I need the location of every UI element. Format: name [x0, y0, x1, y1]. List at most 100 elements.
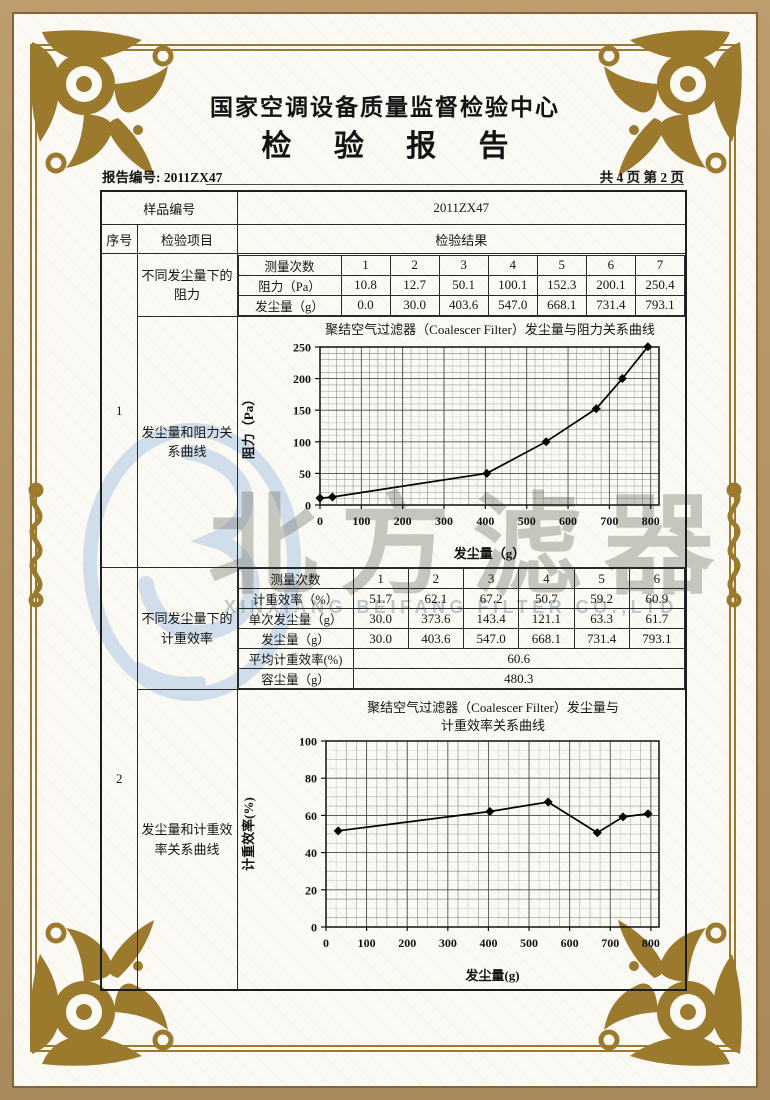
svg-text:0: 0 — [311, 920, 317, 934]
value-cell: 200.1 — [585, 274, 636, 296]
value-cell: 100.1 — [487, 274, 538, 296]
value-cell: 4 — [487, 254, 538, 276]
value-cell: 67.2 — [463, 588, 520, 609]
value-cell: 4 — [518, 568, 575, 589]
svg-text:发尘量(g): 发尘量(g) — [464, 968, 519, 983]
value-cell: 0.0 — [340, 294, 391, 316]
report-number: 报告编号: 2011ZX47 — [102, 170, 223, 185]
result-header-cell: 检验结果 — [236, 224, 687, 254]
value-cell: 62.1 — [407, 588, 465, 609]
value-cell: 7 — [634, 254, 686, 276]
chart-subtitle: 计重效率关系曲线 — [441, 717, 546, 733]
svg-text:100: 100 — [293, 435, 311, 449]
page-info: 共 4 页 第 2 页 — [599, 170, 684, 185]
sample-value-cell: 2011ZX47 — [236, 190, 687, 225]
svg-text:100: 100 — [299, 735, 317, 749]
report-table: 样品编号 2011ZX47 序号 检验项目 检验结果 1 不同发尘量下的阻力 测… — [100, 190, 688, 991]
value-cell: 403.6 — [438, 294, 489, 316]
value-cell: 731.4 — [585, 294, 636, 316]
value-cell: 30.0 — [352, 608, 409, 629]
svg-text:300: 300 — [438, 936, 456, 950]
item-cell: 不同发尘量下的阻力 — [136, 253, 238, 317]
report-title: 检 验 报 告 — [261, 130, 526, 163]
seq-cell: 2 — [100, 567, 138, 991]
item-cell: 发尘量和计重效率关系曲线 — [136, 689, 238, 991]
value-cell: 5 — [573, 568, 630, 589]
svg-text:500: 500 — [520, 936, 538, 950]
svg-text:600: 600 — [560, 936, 578, 950]
resistance-chart-svg: 0 100 200 300 400 500 600 700 800 0 50 100 150 200 250… — [241, 341, 660, 561]
value-cell: 250.4 — [634, 274, 686, 296]
value-cell: 6 — [585, 254, 636, 276]
item-cell: 发尘量和阻力关系曲线 — [136, 316, 238, 568]
value-cell: 1 — [352, 568, 409, 589]
row-label-cell: 发尘量（g） — [237, 294, 342, 316]
svg-text:计重效率(%): 计重效率(%) — [241, 797, 256, 871]
svg-text:250: 250 — [293, 341, 311, 355]
value-cell: 3 — [463, 568, 520, 589]
value-cell: 152.3 — [536, 274, 587, 296]
svg-text:200: 200 — [398, 936, 416, 950]
sample-label-cell: 样品编号 — [100, 190, 238, 225]
svg-text:300: 300 — [435, 514, 453, 528]
summary-label-cell: 容尘量（g） — [237, 668, 354, 689]
efficiency-table-container: 测量次数 1 2 3 4 5 6 计重效率（%） 51.7 62.1 67.2 50.7 59.2 60.… — [236, 567, 687, 690]
row-label-cell: 单次发尘量（g） — [237, 608, 354, 629]
value-cell: 51.7 — [352, 588, 409, 609]
value-cell: 373.6 — [407, 608, 465, 629]
value-cell: 10.8 — [340, 274, 391, 296]
svg-text:发尘量（g）: 发尘量（g） — [452, 546, 525, 561]
svg-text:700: 700 — [600, 514, 618, 528]
svg-text:0: 0 — [317, 514, 323, 528]
svg-text:500: 500 — [517, 514, 535, 528]
svg-text:800: 800 — [641, 936, 659, 950]
value-cell: 121.1 — [518, 608, 575, 629]
value-cell: 61.7 — [628, 608, 686, 629]
value-cell: 547.0 — [463, 628, 520, 649]
row-label-cell: 计重效率（%） — [237, 588, 354, 609]
value-cell: 403.6 — [407, 628, 465, 649]
chart-title: 聚结空气过滤器（Coalescer Filter）发尘量与阻力关系曲线 — [325, 322, 655, 337]
value-cell: 3 — [438, 254, 489, 276]
efficiency-chart-svg: 0 100 200 300 400 500 600 700 800 0 20 40 60 80 100 发尘量… — [241, 735, 660, 983]
svg-text:40: 40 — [305, 846, 317, 860]
value-cell: 2 — [407, 568, 465, 589]
value-cell: 2 — [389, 254, 440, 276]
svg-text:700: 700 — [601, 936, 619, 950]
svg-text:200: 200 — [293, 372, 311, 386]
chart-title: 聚结空气过滤器（Coalescer Filter）发尘量与 — [367, 699, 619, 715]
svg-text:阻力（Pa）: 阻力（Pa） — [241, 393, 256, 459]
row-label-cell: 测量次数 — [237, 254, 342, 276]
svg-text:400: 400 — [476, 514, 494, 528]
row-label-cell: 测量次数 — [237, 568, 354, 589]
seq-cell: 1 — [100, 253, 138, 568]
svg-text:50: 50 — [299, 467, 311, 481]
value-cell: 793.1 — [628, 628, 686, 649]
value-cell: 731.4 — [573, 628, 630, 649]
item-header-cell: 检验项目 — [136, 224, 238, 254]
value-cell: 60.9 — [628, 588, 686, 609]
svg-text:100: 100 — [352, 514, 370, 528]
value-cell: 50.1 — [438, 274, 489, 296]
svg-text:800: 800 — [641, 514, 659, 528]
org-title: 国家空调设备质量监督检验中心 — [210, 94, 560, 120]
value-cell: 50.7 — [518, 588, 575, 609]
value-cell: 793.1 — [634, 294, 686, 316]
value-cell: 12.7 — [389, 274, 440, 296]
summary-label-cell: 平均计重效率(%) — [237, 648, 354, 669]
svg-text:100: 100 — [357, 936, 375, 950]
resistance-table-container: 测量次数 1 2 3 4 5 6 7 阻力（Pa） 10.8 12.7 50.1 100.1 152.3 2… — [236, 253, 687, 317]
summary-value-cell: 60.6 — [352, 648, 686, 669]
value-cell: 143.4 — [463, 608, 520, 629]
row-label-cell: 阻力（Pa） — [237, 274, 342, 296]
svg-text:20: 20 — [305, 883, 317, 897]
value-cell: 6 — [628, 568, 686, 589]
seq-header-cell: 序号 — [100, 224, 138, 254]
svg-text:80: 80 — [305, 771, 317, 785]
value-cell: 63.3 — [573, 608, 630, 629]
value-cell: 30.0 — [389, 294, 440, 316]
value-cell: 1 — [340, 254, 391, 276]
summary-value-cell: 480.3 — [352, 668, 686, 689]
row-label-cell: 发尘量（g） — [237, 628, 354, 649]
